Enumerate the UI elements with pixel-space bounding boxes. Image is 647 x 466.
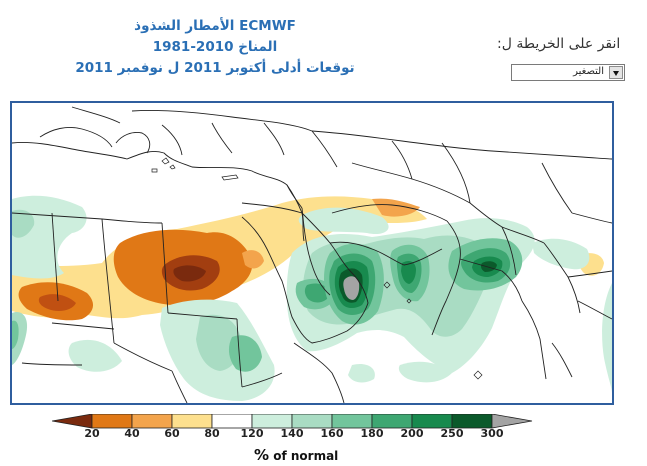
title-line-3: توقعات أدلى أكتوبر 2011 ل نوفمبر 2011 xyxy=(75,60,355,76)
legend-swatch-20-below xyxy=(52,414,93,429)
legend-swatch-200-250 xyxy=(411,414,453,429)
legend-swatch-120-140 xyxy=(251,414,293,429)
legend-label-140: 140 xyxy=(280,427,304,440)
title-line-1: الأمطار الشذوذ ECMWF xyxy=(134,18,296,34)
legend-swatch-180-200 xyxy=(371,414,413,429)
legend-units: % of normal xyxy=(254,446,338,464)
legend-label-80: 80 xyxy=(204,427,220,440)
zoom-dropdown[interactable]: التصغير xyxy=(511,64,625,81)
legend-label-250: 250 xyxy=(440,427,464,440)
country-borders xyxy=(12,106,612,403)
wet-anomaly-areas xyxy=(12,195,612,401)
legend-swatch-160-180 xyxy=(331,414,373,429)
coastline-details xyxy=(151,157,483,380)
legend-units-text: of normal xyxy=(273,449,339,463)
legend-swatch-60-80 xyxy=(171,414,213,429)
legend-label-300: 300 xyxy=(480,427,504,440)
legend-label-200: 200 xyxy=(400,427,424,440)
rainfall-anomaly-map[interactable] xyxy=(12,103,612,403)
chevron-down-icon[interactable] xyxy=(609,66,623,79)
legend-label-60: 60 xyxy=(164,427,180,440)
legend-swatch-80-120 xyxy=(211,414,253,429)
title-line-2: المناخ 2010-1981 xyxy=(152,39,278,55)
legend-label-160: 160 xyxy=(320,427,344,440)
map-title: الأمطار الشذوذ ECMWF المناخ 2010-1981 تو… xyxy=(60,16,370,79)
legend-units-symbol: % xyxy=(254,446,270,464)
legend-swatch-40-60 xyxy=(131,414,173,429)
legend-swatch-20-40 xyxy=(91,414,133,429)
legend-swatch-300-above xyxy=(491,414,533,429)
zoom-dropdown-value: التصغير xyxy=(573,66,604,77)
legend-label-40: 40 xyxy=(124,427,140,440)
legend-swatch-140-160 xyxy=(291,414,333,429)
legend-label-120: 120 xyxy=(240,427,264,440)
legend-color-bar xyxy=(52,414,533,429)
zoom-prompt: انقر على الخريطة ل: xyxy=(497,36,621,52)
legend-swatch-250-300 xyxy=(451,414,493,429)
map-area[interactable] xyxy=(10,101,614,405)
legend-label-20: 20 xyxy=(84,427,100,440)
legend-label-180: 180 xyxy=(360,427,384,440)
